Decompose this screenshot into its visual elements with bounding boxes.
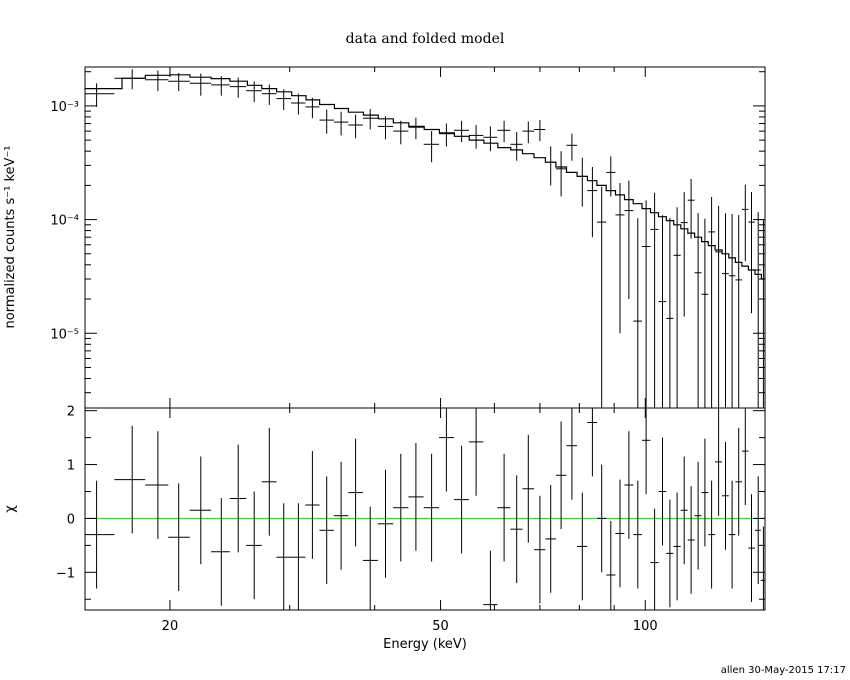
spectrum-y-axis-label: normalized counts s⁻¹ keV⁻¹ <box>3 146 18 329</box>
x-axis-label: Energy (keV) <box>383 637 467 652</box>
footer-stamp: allen 30-May-2015 17:17 <box>721 665 846 676</box>
residual-points <box>85 408 765 610</box>
residual-frame <box>84 407 766 611</box>
x-tick-label: 20 <box>162 619 179 634</box>
y-tick-label: 2 <box>67 405 75 420</box>
residual-panel: −1 0 1 2 20 50 100 χ Energy (keV) <box>3 405 766 652</box>
y-tick-label: −1 <box>56 566 75 581</box>
residual-y-axis-label: χ <box>3 505 18 513</box>
y-tick-label: 10⁻³ <box>50 100 79 115</box>
spectrum-panel: 10⁻⁵ 10⁻⁴ 10⁻³ normalized counts s⁻¹ keV⁻¹ <box>3 66 766 409</box>
x-tick-label: 100 <box>633 619 658 634</box>
residual-y-tick-labels: −1 0 1 2 <box>56 405 75 582</box>
spectrum-y-tick-labels: 10⁻⁵ 10⁻⁴ 10⁻³ <box>50 100 79 342</box>
y-tick-label: 10⁻⁴ <box>50 214 79 229</box>
chart-title: data and folded model <box>346 31 505 47</box>
data-points <box>85 69 765 408</box>
spectrum-ticks <box>85 67 765 408</box>
residual-ticks <box>85 408 765 610</box>
y-tick-label: 0 <box>67 512 75 527</box>
y-tick-label: 1 <box>67 459 75 474</box>
y-tick-label: 10⁻⁵ <box>50 327 79 342</box>
x-tick-label: 50 <box>432 619 449 634</box>
x-tick-labels: 20 50 100 <box>162 619 658 634</box>
